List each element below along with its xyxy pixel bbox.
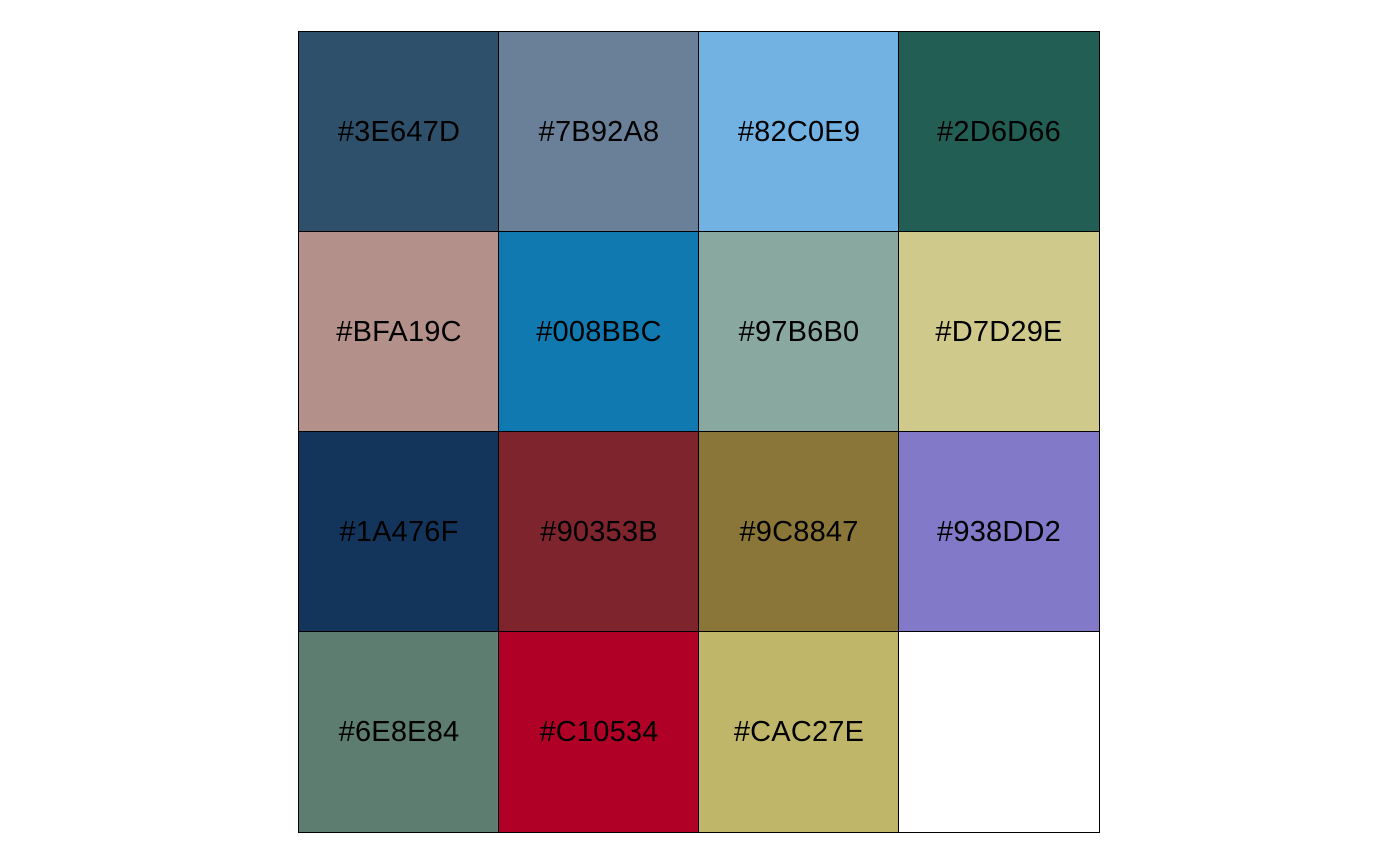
color-swatch: #3E647D [298, 31, 500, 233]
swatch-hex-label: #6E8E84 [338, 715, 460, 748]
swatch-hex-label: #9C8847 [739, 515, 859, 548]
color-swatch: #C10534 [498, 631, 700, 833]
color-swatch: #BFA19C [298, 231, 500, 433]
color-palette-grid: #3E647D #7B92A8 #82C0E9 #2D6D66 #BFA19C … [298, 31, 1101, 834]
swatch-hex-label: #90353B [540, 515, 658, 548]
swatch-hex-label: #008BBC [536, 315, 662, 348]
swatch-hex-label: #BFA19C [336, 315, 462, 348]
swatch-hex-label: #CAC27E [733, 715, 865, 748]
color-swatch: #1A476F [298, 431, 500, 633]
swatch-hex-label: #938DD2 [937, 515, 1061, 548]
swatch-hex-label: #C10534 [539, 715, 659, 748]
swatch-hex-label: #2D6D66 [937, 115, 1061, 148]
color-swatch: #82C0E9 [698, 31, 900, 233]
swatch-hex-label: #7B92A8 [538, 115, 660, 148]
swatch-hex-label: #1A476F [339, 515, 459, 548]
color-swatch: #9C8847 [698, 431, 900, 633]
color-swatch: #90353B [498, 431, 700, 633]
color-swatch: #2D6D66 [898, 31, 1100, 233]
color-swatch: #7B92A8 [498, 31, 700, 233]
color-swatch: #938DD2 [898, 431, 1100, 633]
empty-swatch [898, 631, 1100, 833]
color-swatch: #D7D29E [898, 231, 1100, 433]
swatch-hex-label: #D7D29E [935, 315, 1063, 348]
color-swatch: #008BBC [498, 231, 700, 433]
color-swatch: #6E8E84 [298, 631, 500, 833]
color-swatch: #97B6B0 [698, 231, 900, 433]
swatch-hex-label: #3E647D [337, 115, 461, 148]
color-swatch: #CAC27E [698, 631, 900, 833]
swatch-hex-label: #97B6B0 [738, 315, 860, 348]
swatch-hex-label: #82C0E9 [737, 115, 861, 148]
